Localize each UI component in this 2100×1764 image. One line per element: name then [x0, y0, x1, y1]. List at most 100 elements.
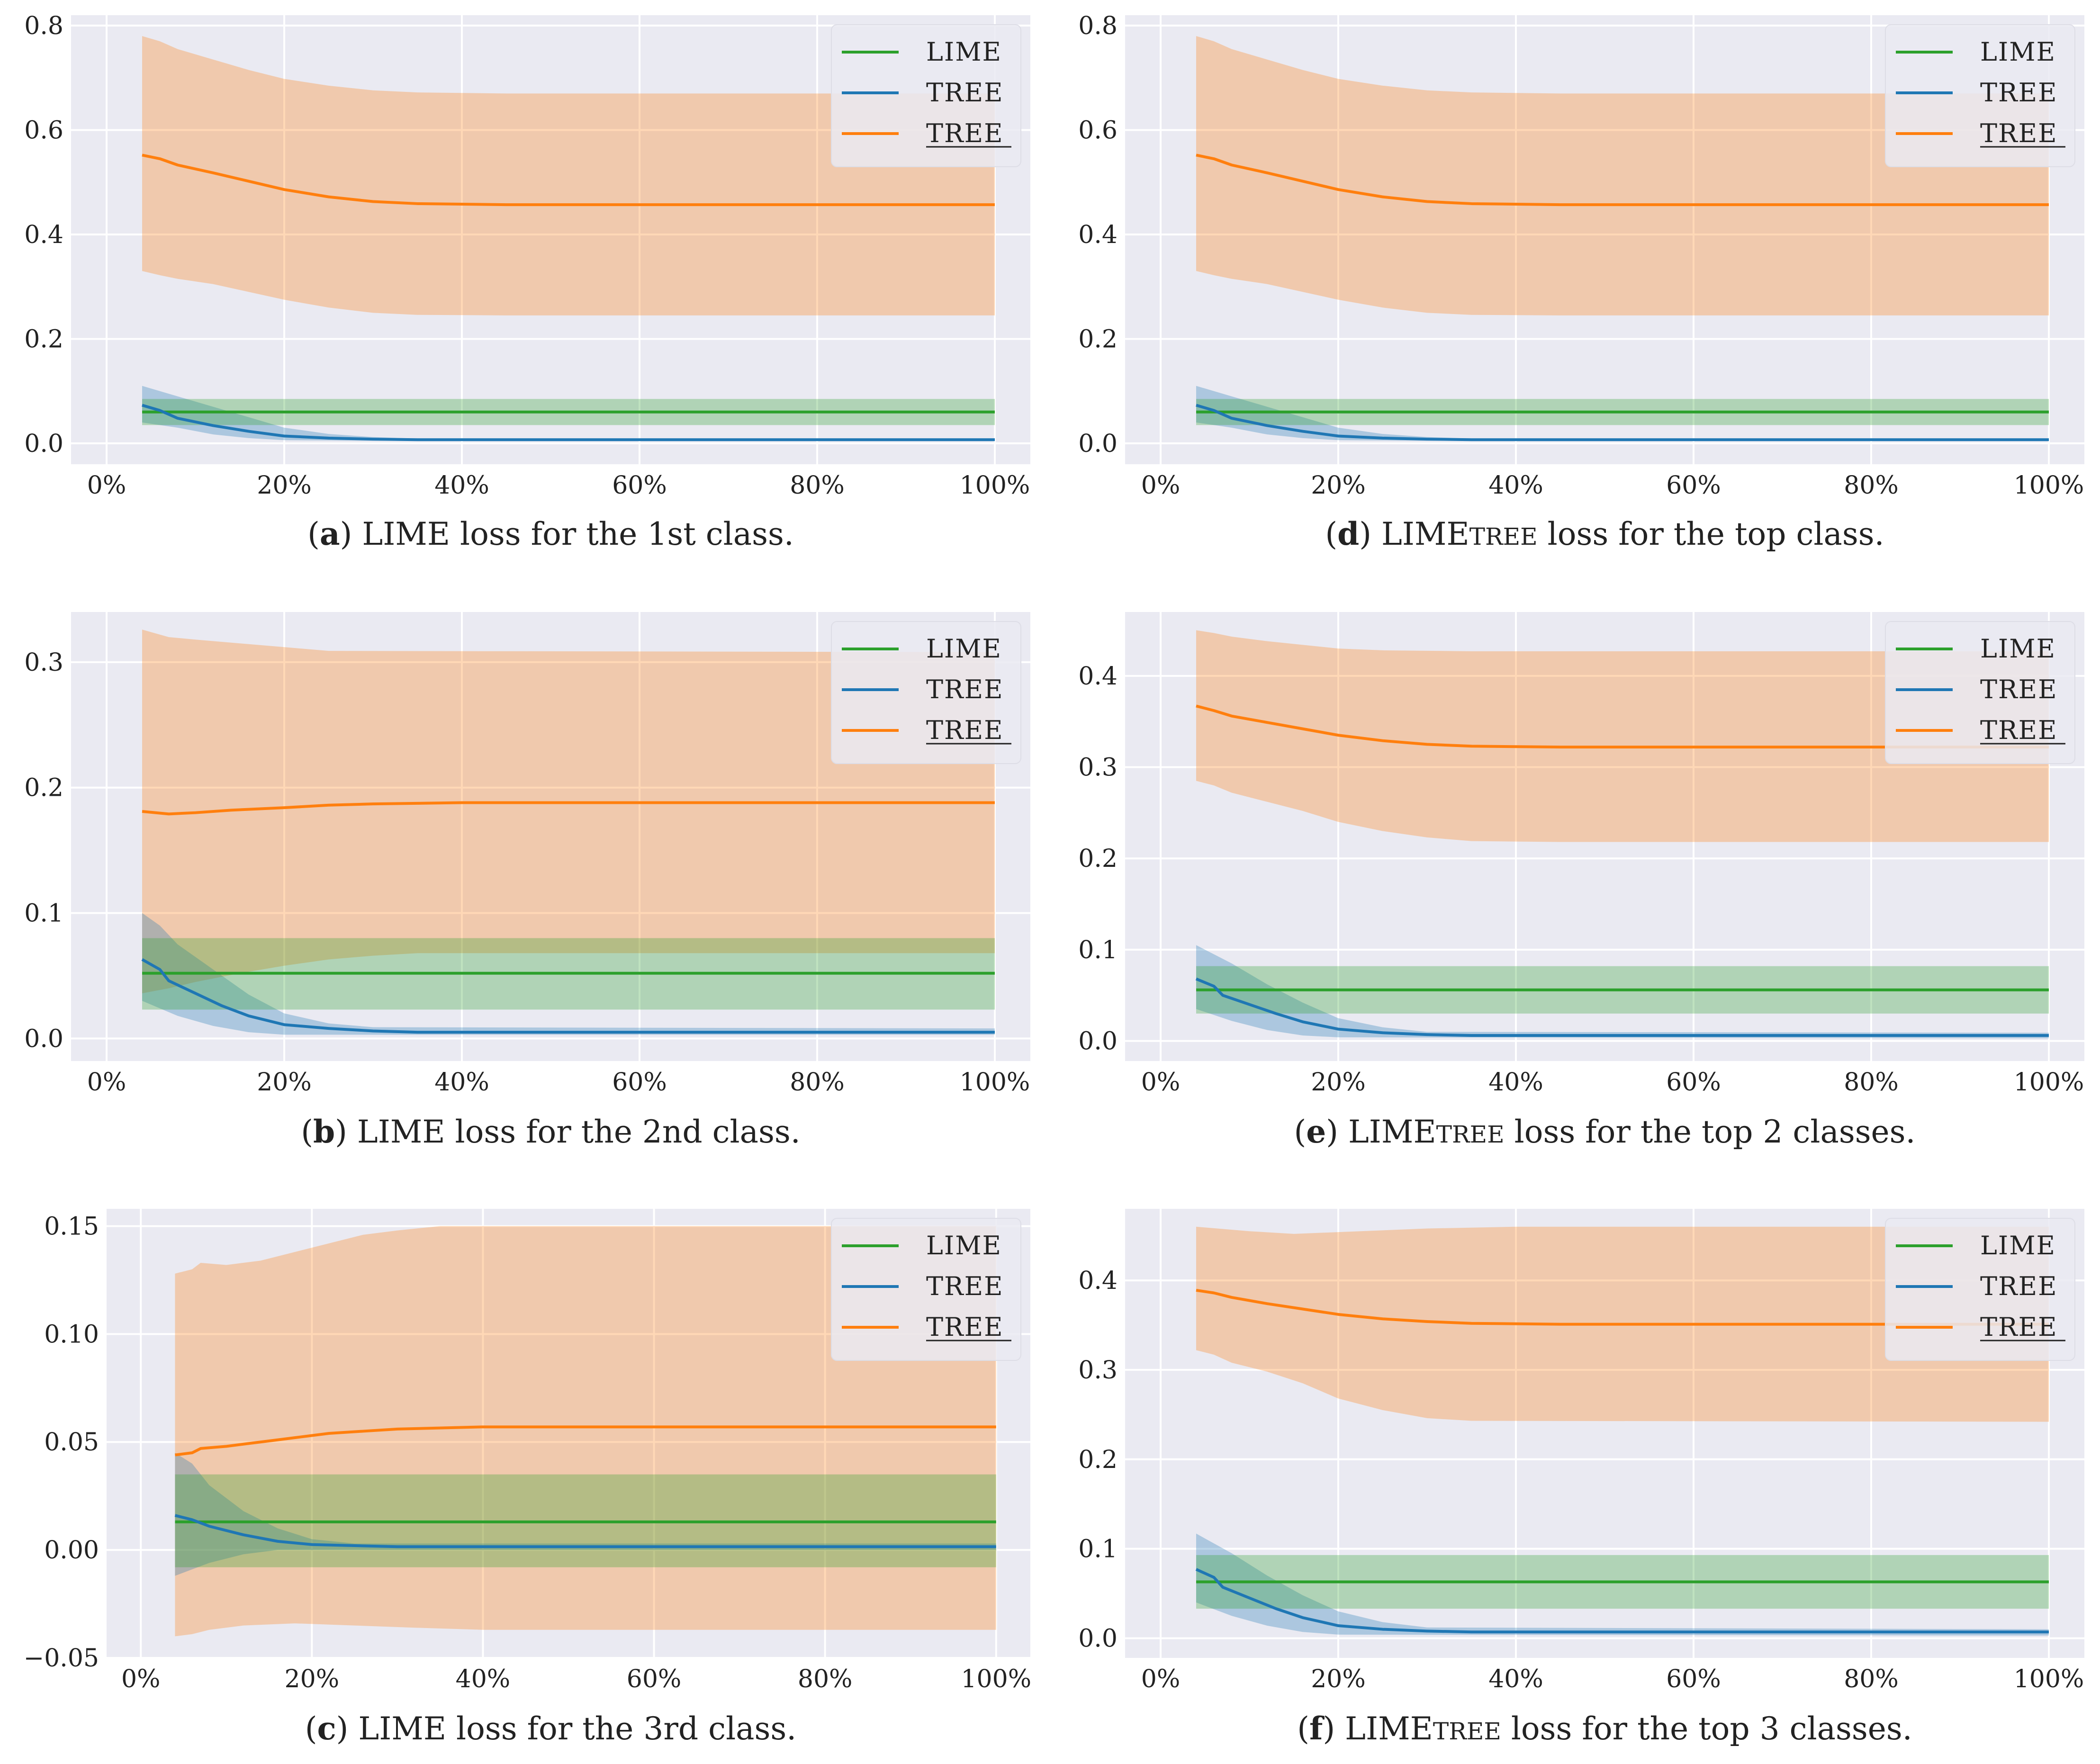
x-tick-label: 0%	[87, 1068, 126, 1097]
legend-label: TREE	[926, 78, 1004, 108]
legend	[831, 1218, 1021, 1361]
band-tree-underlined	[142, 630, 995, 994]
x-tick-label: 0%	[87, 471, 126, 500]
x-tick-label: 40%	[1488, 1665, 1543, 1693]
series-line-tree	[1195, 977, 2049, 1037]
caption-a: (a) LIME loss for the 1st class.	[307, 515, 794, 552]
y-tick-label: 0.2	[1078, 325, 1118, 353]
subplot-a: 0% 20% 40% 60% 80% 100% 0.0 0.2 0.4 0.6 0.8 LIME TRE…	[24, 12, 1030, 552]
legend-label: LIME	[926, 37, 1002, 67]
x-tick-label: 60%	[612, 471, 667, 500]
y-tick-label: 0.0	[24, 1025, 63, 1053]
legend	[1885, 621, 2075, 764]
x-tick-label: 0%	[1141, 1068, 1181, 1097]
caption-e: (e) LIMETREE loss for the top 2 classes.	[1294, 1113, 1916, 1150]
subplot-e: 0% 20% 40% 60% 80% 100% 0.0 0.1 0.2 0.3 0.4 LIME TRE…	[1078, 612, 2084, 1150]
series-line-tree	[141, 958, 995, 1034]
y-tick-label: 0.4	[1078, 221, 1118, 249]
subplot-c: 0% 20% 40% 60% 80% 100% −0.05 0.00 0.05 0.10 0.15 L…	[24, 1209, 1031, 1747]
y-tick-label: 0.0	[1078, 430, 1118, 458]
legend-label: TREE	[926, 715, 1004, 745]
legend-label: LIME	[1980, 1231, 2056, 1260]
x-tick-label: 40%	[434, 471, 489, 500]
x-tick-label: 40%	[1488, 471, 1543, 500]
x-tick-label: 100%	[961, 1665, 1031, 1693]
legend-label: TREE	[926, 1271, 1004, 1301]
legend-label: TREE	[1980, 675, 2058, 704]
x-tick-label: 60%	[1666, 1665, 1721, 1693]
x-tick-label: 60%	[1666, 471, 1721, 500]
y-tick-label: 0.0	[24, 430, 63, 458]
y-tick-label: 0.2	[24, 325, 63, 353]
subplot-d: 0% 20% 40% 60% 80% 100% 0.0 0.2 0.4 0.6 0.8 LIME TRE…	[1078, 12, 2084, 552]
y-tick-label: 0.8	[1078, 12, 1118, 40]
x-tick-label: 20%	[1311, 1068, 1366, 1097]
y-tick-label: 0.6	[1078, 117, 1118, 145]
y-tick-label: −0.05	[24, 1644, 99, 1673]
band-tree	[142, 913, 995, 1035]
x-tick-label: 80%	[790, 1068, 845, 1097]
y-tick-label: 0.15	[44, 1212, 99, 1241]
caption-f: (f) LIMETREE loss for the top 3 classes.	[1297, 1710, 1912, 1747]
y-tick-label: 0.3	[1078, 1356, 1118, 1385]
y-tick-label: 0.2	[24, 774, 63, 802]
y-tick-label: 0.6	[24, 117, 63, 145]
x-tick-label: 20%	[1311, 471, 1366, 500]
subplot-f: 0% 20% 40% 60% 80% 100% 0.0 0.1 0.2 0.3 0.4 LIME TRE…	[1078, 1209, 2084, 1747]
caption-b: (b) LIME loss for the 2nd class.	[301, 1113, 800, 1150]
x-tick-label: 40%	[456, 1665, 511, 1693]
x-tick-label: 100%	[2014, 1068, 2084, 1097]
series-line-tree-underlined	[1196, 1288, 2049, 1326]
x-tick-label: 100%	[2014, 1665, 2084, 1693]
band-tree	[142, 386, 995, 441]
x-tick-label: 60%	[612, 1068, 667, 1097]
x-tick-label: 40%	[1488, 1068, 1543, 1097]
legend-label: TREE	[1980, 1271, 2058, 1301]
y-tick-label: 0.0	[1078, 1624, 1118, 1653]
band-tree	[1196, 945, 2049, 1038]
x-tick-label: 80%	[798, 1665, 853, 1693]
band-tree-underlined	[1196, 36, 2049, 315]
x-tick-label: 20%	[1311, 1665, 1366, 1693]
legend-label: TREE	[1980, 715, 2058, 745]
y-tick-label: 0.00	[44, 1536, 99, 1565]
legend	[1885, 24, 2075, 167]
x-tick-label: 0%	[121, 1665, 161, 1693]
legend-label: LIME	[1980, 37, 2056, 67]
y-tick-label: 0.1	[1078, 1535, 1118, 1564]
y-tick-label: 0.1	[1078, 936, 1118, 964]
y-tick-label: 0.0	[1078, 1027, 1118, 1056]
x-tick-label: 20%	[285, 1665, 340, 1693]
legend-label: LIME	[926, 1231, 1002, 1260]
caption-d: (d) LIMETREE loss for the top class.	[1325, 515, 1884, 552]
legend-label: TREE	[1980, 1312, 2058, 1342]
legend-label: TREE	[1980, 78, 2058, 108]
y-tick-label: 0.4	[1078, 1267, 1118, 1295]
x-tick-label: 60%	[1666, 1068, 1721, 1097]
y-tick-label: 0.4	[1078, 662, 1118, 691]
y-tick-label: 0.2	[1078, 1446, 1118, 1474]
legend	[831, 24, 1021, 167]
y-tick-label: 0.8	[24, 12, 63, 40]
y-tick-label: 0.3	[1078, 754, 1118, 782]
y-tick-label: 0.2	[1078, 845, 1118, 873]
y-tick-label: 0.05	[44, 1428, 99, 1457]
band-tree-underlined	[175, 1226, 996, 1637]
legend-label: TREE	[1980, 118, 2058, 148]
x-tick-label: 80%	[1844, 471, 1899, 500]
caption-c: (c) LIME loss for the 3rd class.	[305, 1710, 797, 1747]
series-line-tree	[174, 1514, 996, 1548]
x-tick-label: 80%	[790, 471, 845, 500]
x-tick-label: 100%	[2014, 471, 2084, 500]
x-tick-label: 80%	[1844, 1068, 1899, 1097]
band-tree-underlined	[1196, 630, 2049, 842]
x-tick-label: 0%	[1141, 1665, 1181, 1693]
x-tick-label: 0%	[1141, 471, 1181, 500]
series-line-tree	[1195, 1568, 2049, 1634]
subplot-b: 0% 20% 40% 60% 80% 100% 0.0 0.1 0.2 0.3 LIME TREE TR…	[24, 612, 1030, 1150]
x-tick-label: 20%	[257, 1068, 312, 1097]
y-tick-label: 0.1	[24, 900, 63, 928]
x-tick-label: 60%	[627, 1665, 682, 1693]
legend	[831, 621, 1021, 764]
series-line-tree	[142, 404, 995, 441]
